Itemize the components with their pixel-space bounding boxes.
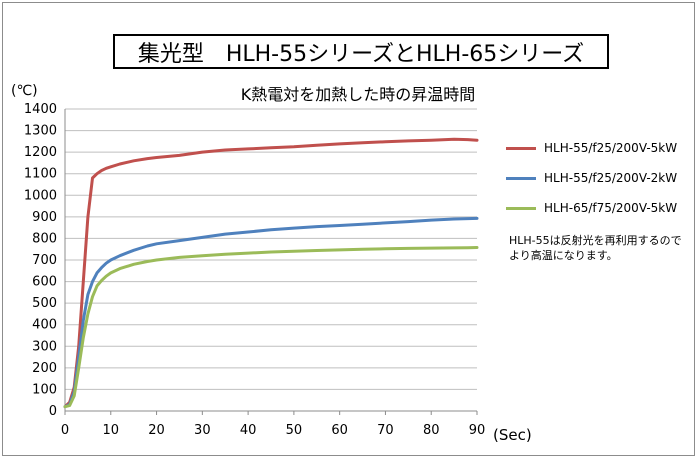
series-line <box>63 137 479 409</box>
legend-item: HLH-55/f25/200V-5kW <box>506 133 696 163</box>
y-axis-unit: (℃) <box>11 83 38 99</box>
axis-layer: 0100200300400500600700800900100011001200… <box>24 102 485 438</box>
legend-swatch-green <box>506 206 536 210</box>
y-tick-label: 1400 <box>24 102 57 117</box>
annotation-note: HLH-55は反射光を再利用するのでより高温になります。 <box>509 234 682 262</box>
y-tick-label: 200 <box>32 361 57 376</box>
grid-layer <box>65 108 477 412</box>
series-line <box>63 246 479 409</box>
y-tick-label: 1000 <box>24 188 57 203</box>
x-tick-label: 10 <box>103 423 120 438</box>
chart-title-box: 集光型 HLH-55シリーズとHLH-65シリーズ <box>113 34 609 69</box>
series-layer <box>63 137 479 409</box>
y-tick-label: 100 <box>32 382 57 397</box>
chart-canvas: 0100200300400500600700800900100011001200… <box>24 102 485 438</box>
y-tick-label: 300 <box>32 339 57 354</box>
x-tick-label: 80 <box>423 423 440 438</box>
x-axis-unit: (Sec) <box>493 426 532 444</box>
x-tick-label: 40 <box>240 423 257 438</box>
y-tick-label: 1300 <box>24 124 57 139</box>
x-tick-label: 50 <box>286 423 303 438</box>
y-tick-label: 700 <box>32 253 57 268</box>
x-tick-label: 70 <box>377 423 394 438</box>
legend: HLH-55/f25/200V-5kW HLH-55/f25/200V-2kW … <box>506 133 696 223</box>
y-tick-label: 900 <box>32 210 57 225</box>
legend-item: HLH-55/f25/200V-2kW <box>506 163 696 193</box>
chart-subtitle: K熱電対を加熱した時の昇温時間 <box>240 85 476 104</box>
y-tick-label: 1100 <box>24 167 57 182</box>
x-tick-label: 0 <box>61 423 69 438</box>
legend-label: HLH-55/f25/200V-2kW <box>544 171 678 185</box>
x-tick-label: 90 <box>469 423 486 438</box>
chart-title: 集光型 HLH-55シリーズとHLH-65シリーズ <box>137 41 585 67</box>
x-tick-label: 30 <box>194 423 211 438</box>
y-tick-label: 0 <box>49 404 57 419</box>
legend-swatch-blue <box>506 176 536 180</box>
legend-label: HLH-65/f75/200V-5kW <box>544 201 678 215</box>
legend-label: HLH-55/f25/200V-5kW <box>544 141 678 155</box>
x-tick-label: 20 <box>148 423 165 438</box>
y-tick-label: 1200 <box>24 145 57 160</box>
y-tick-label: 600 <box>32 275 57 290</box>
x-tick-label: 60 <box>331 423 348 438</box>
y-tick-label: 500 <box>32 296 57 311</box>
series-line <box>63 216 479 409</box>
y-tick-label: 400 <box>32 318 57 333</box>
legend-swatch-red <box>506 146 536 150</box>
legend-item: HLH-65/f75/200V-5kW <box>506 193 696 223</box>
y-tick-label: 800 <box>32 231 57 246</box>
chart-frame: 0 100 200 300 400 500 600 700 800 900 1000 1100 1200… <box>2 2 695 456</box>
